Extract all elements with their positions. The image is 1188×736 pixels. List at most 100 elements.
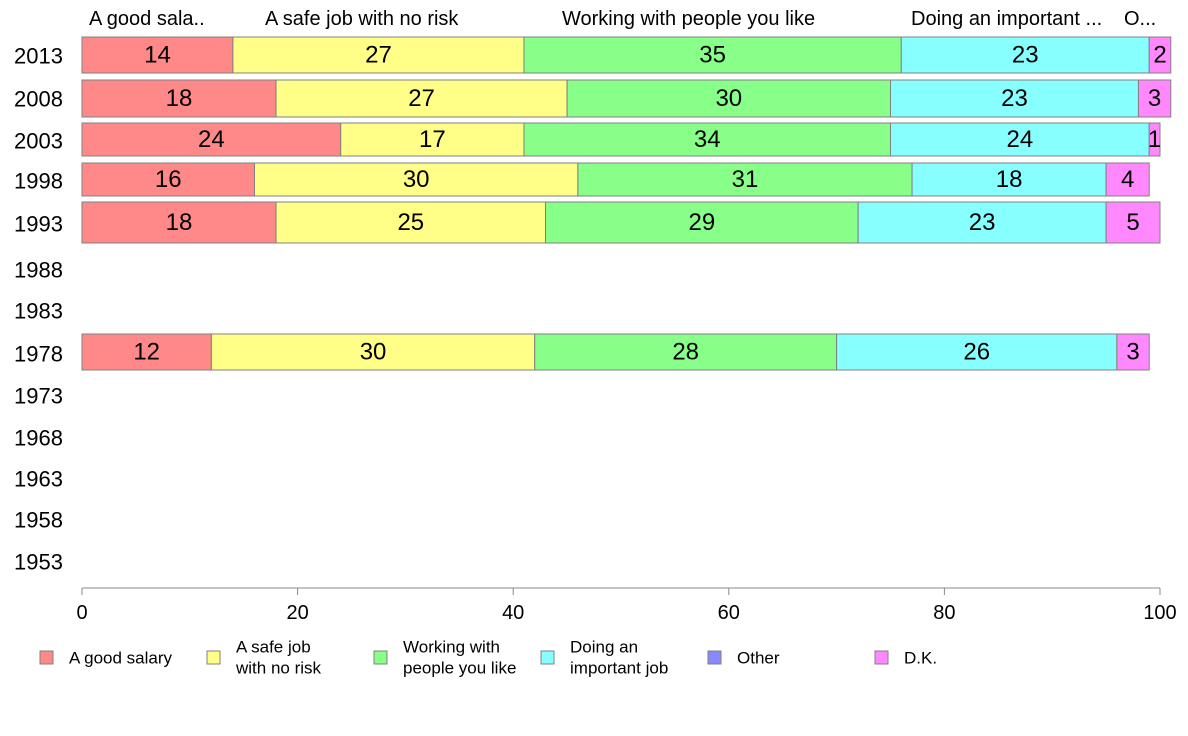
data-label: 17 (419, 126, 446, 153)
year-label: 1998 (14, 169, 63, 194)
legend-label: A safe job (236, 638, 311, 657)
legend-swatch (874, 650, 889, 665)
bar-segment (523, 122, 891, 157)
legend-label: D.K. (904, 649, 937, 668)
bar-segment (1105, 201, 1161, 244)
bar-segment (275, 201, 547, 244)
year-label: 1963 (14, 467, 63, 492)
data-label: 27 (408, 85, 435, 112)
legend-item: A good salary (39, 649, 173, 668)
legend-label: important job (570, 659, 668, 678)
data-label: 26 (963, 339, 990, 366)
bar-segment (836, 333, 1118, 371)
year-label: 1988 (14, 258, 63, 283)
data-label: 30 (360, 339, 387, 366)
legend-item: Other (707, 649, 780, 668)
bar-segment (210, 333, 536, 371)
data-label: 30 (715, 85, 742, 112)
legend-item: Working with people you like (373, 638, 516, 678)
year-label: 1958 (14, 508, 63, 533)
x-tick-label: 60 (718, 602, 740, 624)
legend-label: Doing an (570, 638, 638, 657)
data-label: 25 (397, 209, 424, 236)
column-header: A safe job with no risk (265, 8, 459, 30)
bar-segment (81, 79, 277, 118)
year-label: 1983 (14, 299, 63, 324)
data-label: 5 (1126, 209, 1139, 236)
data-label: 30 (403, 166, 430, 193)
legend-swatch (707, 650, 722, 665)
legend-item: A safe job with no risk (206, 638, 322, 678)
legend-label: Other (737, 649, 780, 668)
x-tick-label: 20 (286, 602, 308, 624)
bar-segment (890, 122, 1150, 157)
data-label: 2 (1153, 42, 1166, 69)
year-label: 2013 (14, 44, 63, 69)
legend-swatch (540, 650, 555, 665)
bar-segment (900, 36, 1150, 74)
bar-segment (1116, 333, 1150, 371)
data-label: 18 (166, 85, 193, 112)
data-label: 24 (198, 126, 225, 153)
legend-swatch (206, 650, 221, 665)
bar-segment (1148, 122, 1161, 157)
data-label: 3 (1126, 339, 1139, 366)
bar-segment (340, 122, 525, 157)
data-label: 18 (166, 209, 193, 236)
data-label: 35 (699, 42, 726, 69)
legend: A good salary A safe job with no risk Worki… (39, 638, 937, 678)
bar-segment (577, 162, 913, 197)
column-header: O... (1124, 8, 1156, 30)
legend-label: A good salary (69, 649, 173, 668)
legend-label: Working with (403, 638, 500, 657)
data-label: 3 (1148, 85, 1161, 112)
bars: 14 27 35 23 218 27 30 23 324 17 34 24 116 30 31 18 418 25… (81, 36, 1172, 371)
year-label: 1953 (14, 550, 63, 575)
year-label: 1978 (14, 342, 63, 367)
x-tick-label: 80 (933, 602, 955, 624)
legend-label: with no risk (235, 659, 322, 678)
year-label: 1993 (14, 212, 63, 237)
year-label: 1973 (14, 384, 63, 409)
bar-segment (1137, 79, 1172, 118)
bar-segment (534, 333, 838, 371)
year-label: 2008 (14, 87, 63, 112)
bar-segment (253, 162, 579, 197)
bar-segment (81, 333, 212, 371)
data-label: 34 (694, 126, 721, 153)
legend-swatch (39, 650, 54, 665)
bar-segment (232, 36, 525, 74)
data-label: 27 (365, 42, 392, 69)
data-label: 1 (1148, 126, 1161, 153)
data-label: 23 (1012, 42, 1039, 69)
bar-segment (890, 79, 1139, 118)
data-label: 24 (1007, 126, 1034, 153)
data-label: 14 (144, 42, 171, 69)
data-label: 16 (155, 166, 182, 193)
bar-segment (1105, 162, 1150, 197)
data-label: 23 (969, 209, 996, 236)
x-tick-label: 40 (502, 602, 524, 624)
bar-segment (523, 36, 902, 74)
data-label: 31 (732, 166, 759, 193)
column-headers: A good sala.. A safe job with no risk Work… (89, 8, 1156, 30)
data-label: 28 (672, 339, 699, 366)
bar-segment (275, 79, 568, 118)
x-axis: 0 20 40 60 80 100 (76, 587, 1177, 624)
bar-segment (81, 162, 255, 197)
data-label: 4 (1121, 166, 1134, 193)
bar-segment (81, 122, 342, 157)
legend-swatch (373, 650, 388, 665)
bar-segment (857, 201, 1107, 244)
column-header: Doing an important ... (911, 8, 1102, 30)
column-header: Working with people you like (562, 8, 815, 30)
data-label: 12 (133, 339, 160, 366)
year-label: 2003 (14, 129, 63, 154)
data-label: 18 (996, 166, 1023, 193)
bar-segment (911, 162, 1107, 197)
x-tick-label: 0 (76, 602, 87, 624)
bar-segment (566, 79, 891, 118)
year-label: 1968 (14, 426, 63, 451)
legend-item: Doing an important job (540, 638, 668, 678)
